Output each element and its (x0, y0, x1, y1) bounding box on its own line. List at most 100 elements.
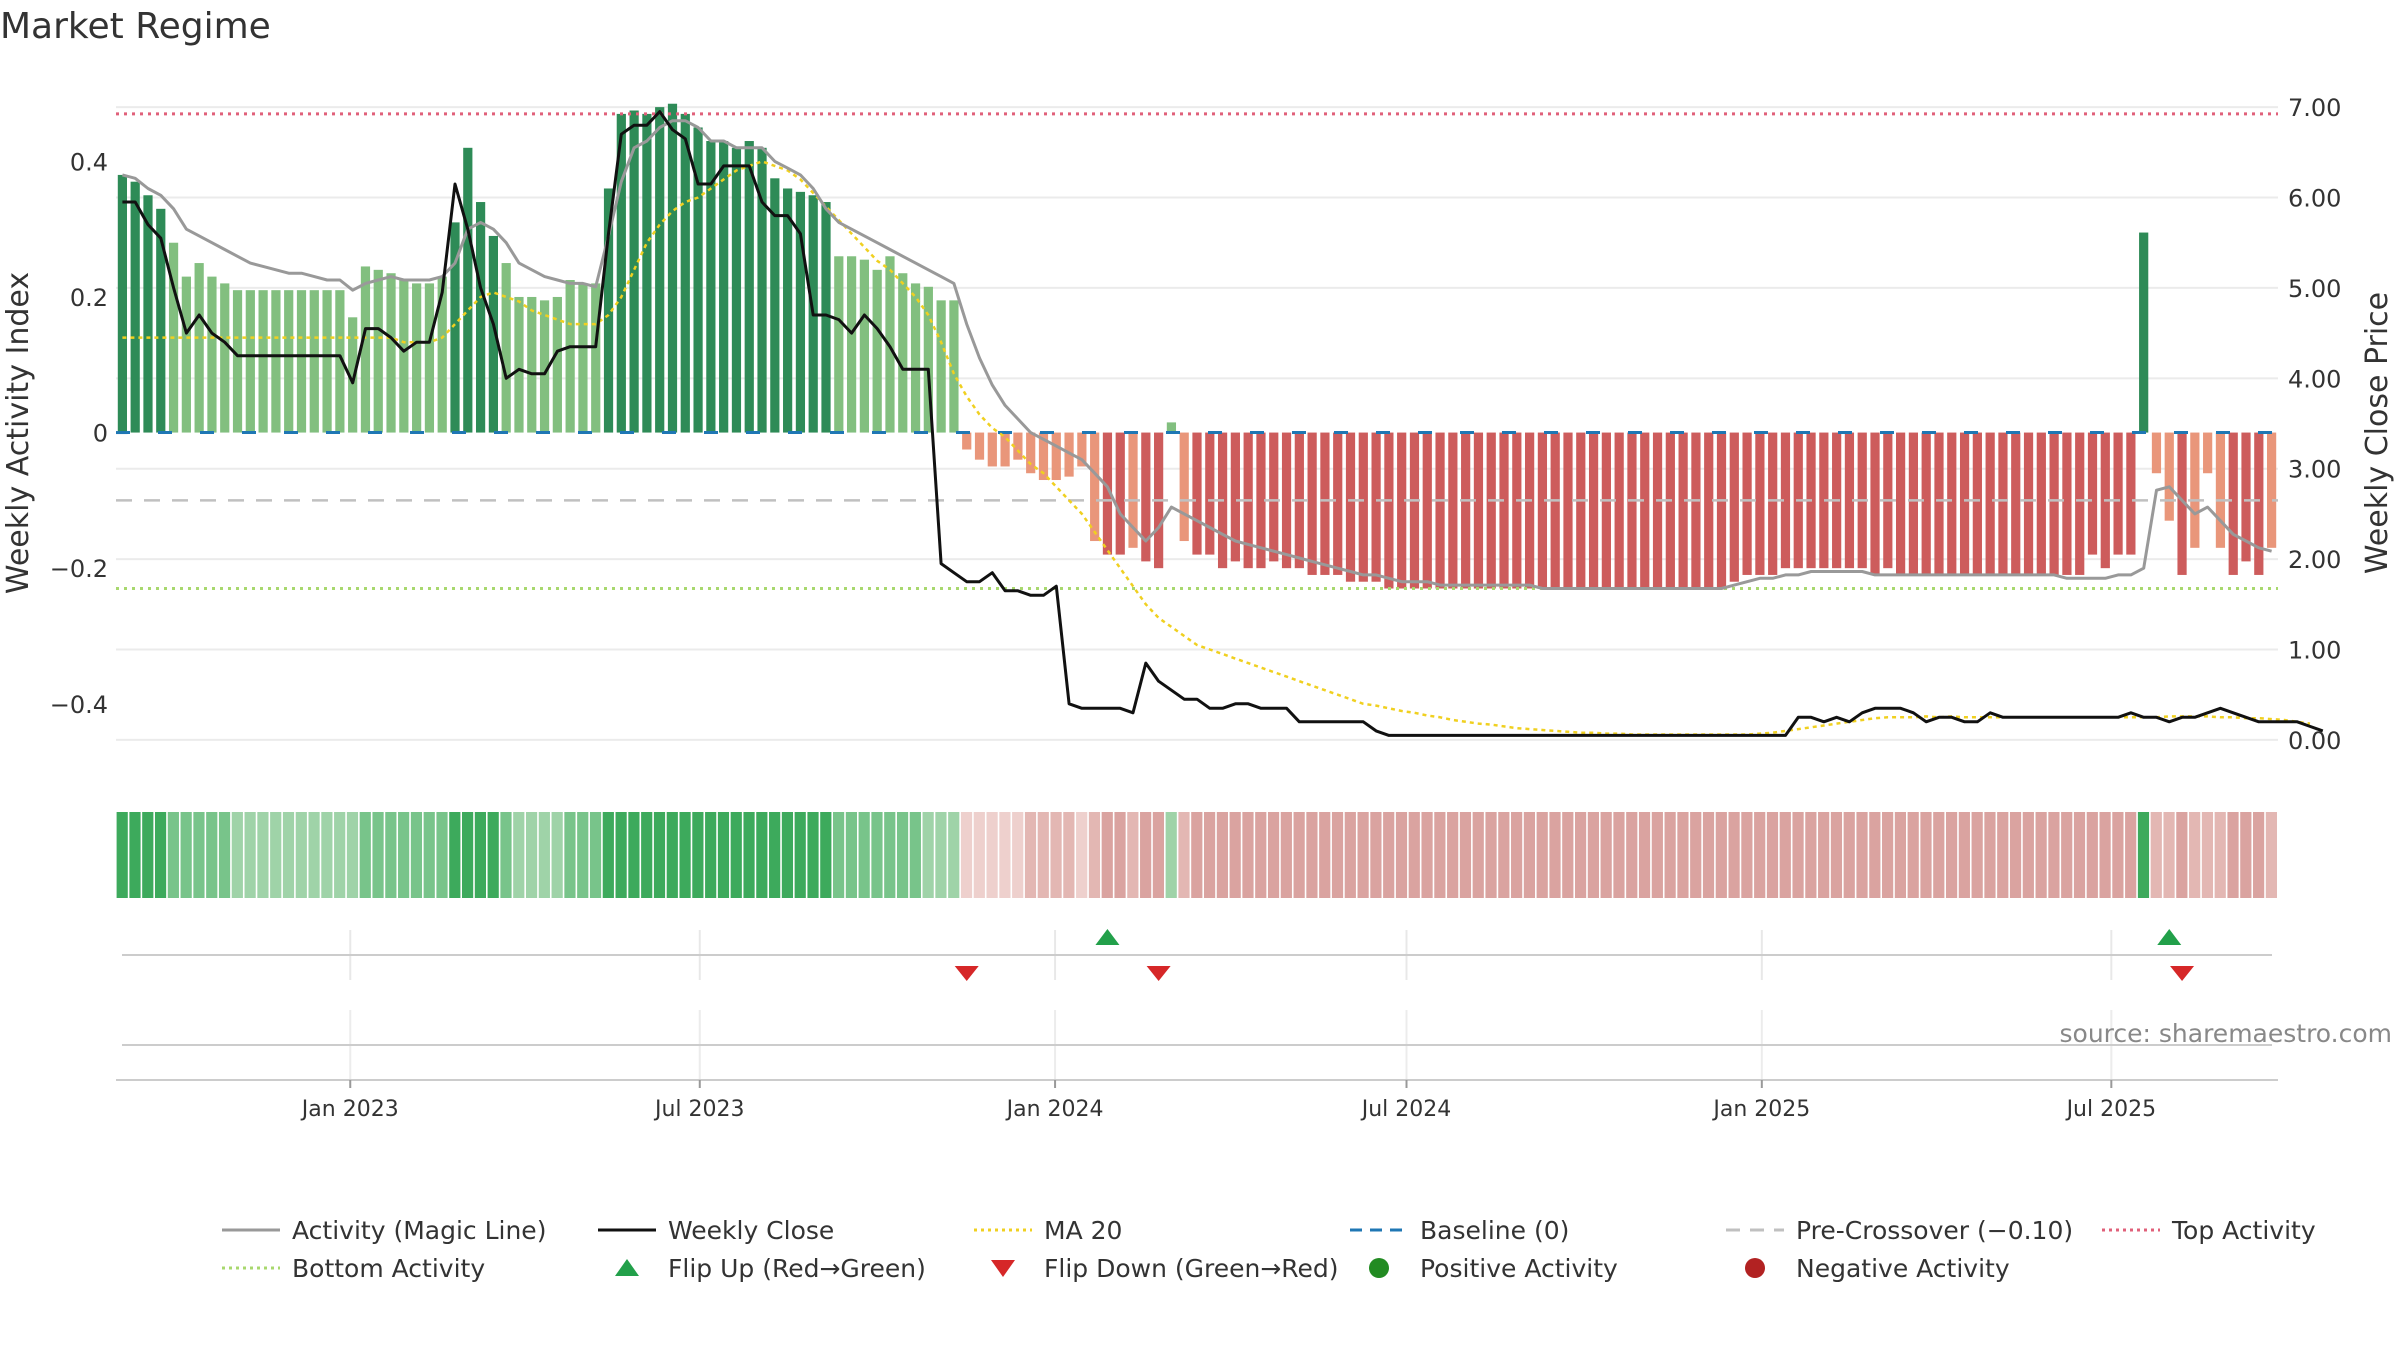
activity-bar (245, 290, 255, 433)
regime-strip-cell (2009, 812, 2022, 898)
regime-strip-cell (717, 812, 730, 898)
activity-bar (974, 432, 985, 460)
activity-bar (1576, 432, 1586, 589)
activity-bar (616, 113, 626, 433)
activity-bar (1205, 432, 1215, 555)
activity-bar (501, 263, 511, 433)
regime-strip-cell (1549, 812, 1561, 898)
activity-bar (795, 191, 806, 433)
regime-strip-cell (372, 812, 384, 898)
regime-strip-cell (1830, 812, 1843, 898)
legend: Activity (Magic Line) Weekly Close MA 20 Ba… (222, 1216, 2316, 1283)
regime-strip-cell (1459, 812, 1472, 898)
activity-bar (1768, 432, 1778, 575)
regime-strip-cell (2240, 812, 2252, 898)
activity-bar (1934, 432, 1944, 575)
regime-strip-cell (960, 812, 973, 898)
flip-panel (122, 929, 2272, 981)
regime-strip-cell (2048, 812, 2060, 898)
activity-bar (2164, 432, 2174, 521)
activity-bar (2203, 432, 2213, 474)
activity-bar (1640, 432, 1650, 589)
weekly-close-line (122, 110, 2324, 737)
regime-strip-cell (2073, 812, 2086, 898)
regime-strip-cell (154, 812, 167, 898)
regime-strip-cell (999, 812, 1011, 898)
activity-bar (655, 107, 665, 433)
activity-bar (1537, 432, 1548, 589)
activity-bar (1896, 432, 1906, 575)
regime-strip-cell (1191, 812, 1203, 898)
activity-bar (1141, 432, 1151, 562)
regime-strip-cell (845, 812, 857, 898)
regime-strip-cell (1140, 812, 1152, 898)
activity-bar (2151, 432, 2162, 474)
regime-strip-cell (1920, 812, 1932, 898)
activity-bar (2011, 432, 2021, 575)
y-left-tick-label: 0.4 (70, 148, 108, 176)
regime-strip-cell (1101, 812, 1113, 898)
legend-item: Top Activity (2102, 1216, 2316, 1245)
regime-strip-cell (1945, 812, 1958, 898)
activity-bar (181, 276, 191, 433)
activity-bar (424, 283, 435, 433)
regime-strip-cell (2035, 812, 2047, 898)
regime-strip-cell (564, 812, 576, 898)
activity-bar (335, 290, 345, 433)
legend-label: Weekly Close (668, 1216, 834, 1245)
regime-strip-cell (487, 812, 499, 898)
regime-strip-cell (436, 812, 448, 898)
legend-swatch-flip-down-icon (991, 1260, 1015, 1277)
legend-label: Baseline (0) (1420, 1216, 1569, 1245)
activity-bar (834, 256, 844, 433)
activity-bar (949, 300, 959, 433)
activity-bar (1704, 432, 1714, 589)
regime-strip-cell (2125, 812, 2137, 898)
regime-strip-cell (1536, 812, 1548, 898)
regime-strip-cell (1779, 812, 1791, 898)
activity-bar (1525, 432, 1535, 589)
regime-strip-cell (1984, 812, 1996, 898)
activity-bar (1819, 432, 1829, 569)
activity-bar (1614, 432, 1624, 589)
activity-bar (1333, 432, 1343, 575)
activity-bar (1921, 432, 1931, 575)
regime-strip-cell (1152, 812, 1165, 898)
activity-bar (437, 276, 447, 433)
activity-bar (1077, 432, 1087, 467)
regime-strip-cell (1037, 812, 1049, 898)
regime-strip-cell (1063, 812, 1075, 898)
source-label: source: sharemaestro.com (2060, 1019, 2393, 1048)
flip-down-marker (2170, 966, 2195, 981)
activity-bar (143, 195, 153, 433)
regime-strip-cell (2086, 812, 2098, 898)
activity-bar (1422, 432, 1432, 589)
regime-strip-cell (1242, 812, 1254, 898)
activity-bar (194, 263, 204, 433)
y-right-tick-label: 7.00 (2288, 94, 2341, 122)
activity-bar (1716, 432, 1727, 589)
activity-bar (1051, 432, 1061, 481)
activity-bar (1678, 432, 1688, 589)
activity-bar (2254, 432, 2264, 575)
regime-strip-cell (295, 812, 307, 898)
regime-strip-cell (551, 812, 563, 898)
legend-label: Bottom Activity (292, 1254, 485, 1283)
regime-strip-cell (1690, 812, 1702, 898)
regime-strip-cell (2163, 812, 2175, 898)
regime-strip-cell (2201, 812, 2214, 898)
regime-strip-cell (2227, 812, 2239, 898)
activity-bar (220, 283, 230, 433)
regime-strip-cell (1933, 812, 1945, 898)
regime-strip-cell (871, 812, 883, 898)
legend-swatch-flip-up-icon (615, 1259, 639, 1276)
legend-swatch-dot-icon (1745, 1258, 1765, 1278)
regime-strip-cell (1843, 812, 1855, 898)
y-left-tick-label: 0.2 (70, 284, 108, 312)
activity-bar (770, 178, 780, 433)
activity-bar (1448, 432, 1458, 589)
flip-down-marker (1146, 966, 1171, 981)
regime-strip-cell (1357, 812, 1369, 898)
activity-bar (1269, 432, 1279, 562)
